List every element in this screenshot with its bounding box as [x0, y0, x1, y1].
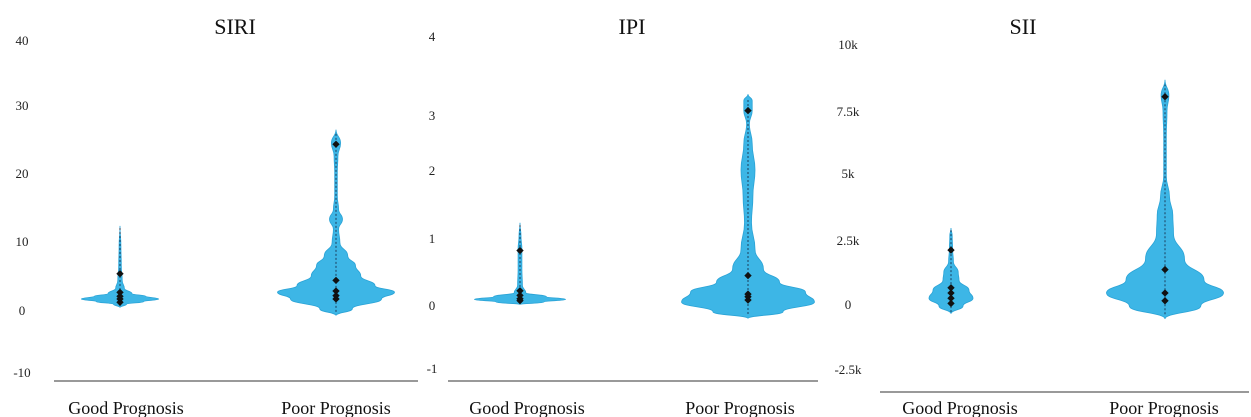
x-category-label: Poor Prognosis — [1109, 398, 1219, 417]
data-point — [947, 294, 955, 302]
y-axis: 4 3 2 1 0 -1 — [427, 29, 818, 382]
data-point — [116, 270, 124, 278]
y-tick-label: -2.5k — [834, 362, 862, 377]
data-point — [744, 290, 752, 298]
data-point — [744, 271, 752, 280]
data-point — [516, 291, 524, 300]
y-tick-label: -10 — [13, 365, 30, 380]
y-tick-label: 0 — [845, 297, 852, 312]
violins — [928, 79, 1224, 320]
data-point — [947, 289, 955, 297]
data-point — [332, 140, 340, 148]
y-tick-label: 7.5k — [837, 104, 860, 119]
panel-title: SIRI — [214, 14, 256, 39]
panel-title: IPI — [619, 14, 646, 39]
y-tick-label: 0 — [429, 298, 436, 313]
violin-siri-good — [80, 225, 160, 308]
data-point — [947, 299, 955, 308]
y-axis: 10k 7.5k 5k 2.5k 0 -2.5k — [834, 37, 1249, 393]
y-tick-label: 40 — [16, 33, 29, 48]
y-tick-label: 2 — [429, 163, 436, 178]
x-category-label: Good Prognosis — [68, 398, 184, 417]
violins — [80, 129, 395, 316]
y-tick-label: 10k — [838, 37, 858, 52]
panel-sii: SII 10k 7.5k 5k 2.5k 0 -2.5k Good Progno… — [834, 14, 1249, 417]
violin-sii-poor — [1106, 79, 1224, 320]
y-tick-label: 30 — [16, 98, 29, 113]
data-point — [332, 276, 340, 285]
y-tick-label: 4 — [429, 29, 436, 44]
x-category-label: Poor Prognosis — [685, 398, 795, 417]
x-category-label: Good Prognosis — [469, 398, 585, 417]
data-point — [332, 291, 340, 300]
violins — [473, 93, 815, 319]
data-point — [947, 246, 955, 254]
panel-siri: SIRI 40 30 20 10 0 -10 Good Prognosis Po… — [13, 14, 418, 417]
y-tick-label: 3 — [429, 108, 436, 123]
data-point — [947, 284, 955, 292]
data-point — [116, 288, 124, 296]
panel-ipi: IPI 4 3 2 1 0 -1 Good Prognosis Poor Pro… — [427, 14, 818, 417]
y-tick-label: 1 — [429, 231, 436, 246]
y-tick-label: 5k — [842, 166, 856, 181]
y-tick-label: 0 — [19, 303, 26, 318]
x-category-label: Good Prognosis — [902, 398, 1018, 417]
y-axis: 40 30 20 10 0 -10 — [13, 33, 418, 382]
y-tick-label: 10 — [16, 234, 29, 249]
data-point — [332, 287, 340, 295]
violin-ipi-poor — [681, 93, 815, 319]
data-point — [516, 287, 524, 295]
violin-ipi-good — [473, 222, 567, 305]
y-tick-label: -1 — [427, 361, 438, 376]
data-point — [516, 246, 524, 255]
y-tick-label: 2.5k — [837, 233, 860, 248]
panel-title: SII — [1010, 14, 1037, 39]
x-category-label: Poor Prognosis — [281, 398, 391, 417]
y-tick-label: 20 — [16, 166, 29, 181]
data-point — [1161, 297, 1169, 305]
